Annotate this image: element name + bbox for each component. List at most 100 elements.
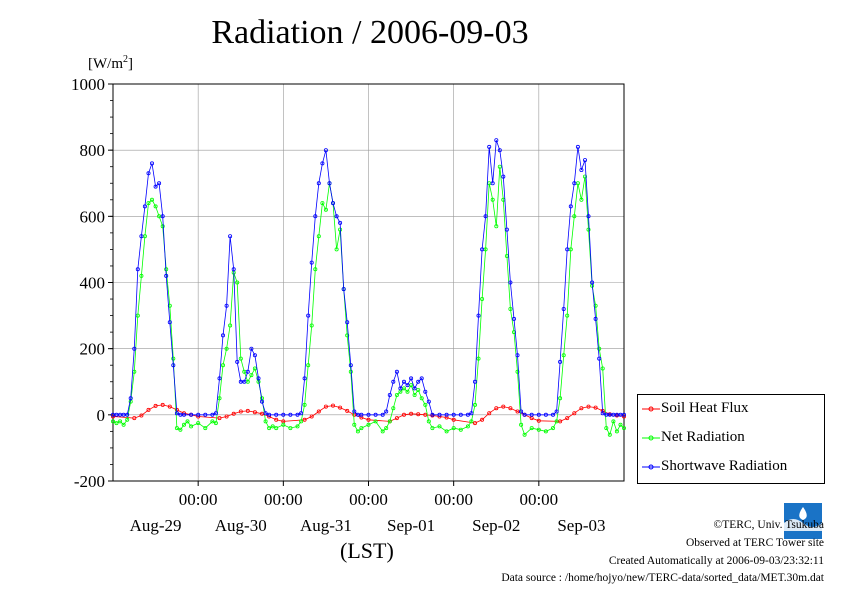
- data-point: [494, 224, 499, 229]
- data-point: [164, 273, 169, 278]
- data-point: [366, 412, 371, 417]
- data-point: [501, 404, 506, 409]
- data-point: [338, 405, 343, 410]
- data-point: [181, 422, 186, 427]
- data-point: [480, 296, 485, 301]
- data-point: [543, 429, 548, 434]
- data-point: [316, 234, 321, 239]
- legend-item-shortwave-radiation: Shortwave Radiation: [638, 457, 824, 479]
- y-tick-label: 400: [80, 274, 106, 293]
- data-point: [302, 417, 307, 422]
- data-point: [295, 424, 300, 429]
- data-point: [536, 418, 541, 423]
- data-point: [522, 412, 527, 417]
- data-point: [373, 412, 378, 417]
- data-point: [444, 412, 449, 417]
- y-tick-label: 200: [80, 340, 106, 359]
- data-point: [320, 161, 325, 166]
- data-point: [139, 273, 144, 278]
- data-point: [196, 412, 201, 417]
- x-day-label: Aug-30: [215, 516, 267, 535]
- data-point: [111, 419, 116, 424]
- data-point: [174, 411, 179, 416]
- data-point: [323, 404, 328, 409]
- data-point: [458, 412, 463, 417]
- legend-label-soil-heat-flux: Soil Heat Flux: [661, 400, 749, 416]
- data-point: [334, 214, 339, 219]
- data-point: [504, 227, 509, 232]
- legend-swatch-net-radiation: [642, 435, 660, 441]
- data-point: [512, 316, 517, 321]
- data-point: [171, 363, 176, 368]
- x-day-label: Sep-02: [472, 516, 520, 535]
- credit-source: Data source : /home/hojyo/new/TERC-data/…: [501, 572, 824, 584]
- data-point: [572, 411, 577, 416]
- data-point: [185, 419, 190, 424]
- data-point: [160, 402, 165, 407]
- data-point: [302, 376, 307, 381]
- data-point: [423, 402, 428, 407]
- data-point: [508, 406, 513, 411]
- data-point: [288, 426, 293, 431]
- x-tick-label: 00:00: [179, 490, 218, 509]
- data-point: [323, 148, 328, 153]
- data-point: [217, 396, 222, 401]
- data-point: [259, 411, 264, 416]
- data-point: [281, 412, 286, 417]
- data-point: [515, 369, 520, 374]
- data-point: [561, 353, 566, 358]
- data-point: [572, 181, 577, 186]
- data-point: [444, 415, 449, 420]
- data-point: [299, 411, 304, 416]
- data-point: [472, 379, 477, 384]
- data-point: [167, 320, 172, 325]
- data-point: [611, 419, 616, 424]
- data-point: [228, 323, 233, 328]
- data-point: [213, 421, 218, 426]
- data-point: [263, 411, 268, 416]
- data-point: [309, 414, 314, 419]
- data-point: [618, 422, 623, 427]
- data-point: [583, 174, 588, 179]
- data-point: [196, 421, 201, 426]
- data-point: [352, 422, 357, 427]
- data-point: [309, 260, 314, 265]
- data-point: [401, 412, 406, 417]
- data-point: [259, 399, 264, 404]
- data-point: [401, 379, 406, 384]
- data-point: [323, 207, 328, 212]
- data-point: [316, 409, 321, 414]
- data-point: [153, 184, 158, 189]
- legend-label-net-radiation: Net Radiation: [661, 429, 745, 445]
- data-point: [178, 412, 183, 417]
- data-point: [391, 379, 396, 384]
- data-point: [121, 422, 126, 427]
- y-tick-label: 800: [80, 141, 106, 160]
- data-point: [515, 353, 520, 358]
- data-point: [423, 389, 428, 394]
- data-point: [554, 409, 559, 414]
- data-point: [160, 224, 165, 229]
- x-axis-label: (LST): [340, 538, 394, 563]
- credit-created: Created Automatically at 2006-09-03/23:3…: [608, 555, 824, 567]
- series-line: [112, 166, 625, 436]
- data-point: [160, 214, 165, 219]
- data-point: [561, 306, 566, 311]
- data-point: [132, 416, 137, 421]
- data-point: [575, 144, 580, 149]
- data-point: [320, 201, 325, 206]
- x-tick-label: 00:00: [519, 490, 558, 509]
- data-point: [245, 369, 250, 374]
- data-point: [366, 422, 371, 427]
- data-point: [118, 419, 123, 424]
- data-point: [519, 422, 524, 427]
- data-point: [586, 227, 591, 232]
- data-point: [451, 412, 456, 417]
- terc-logo: [784, 503, 822, 539]
- data-point: [380, 412, 385, 417]
- data-point: [405, 389, 410, 394]
- data-point: [128, 396, 133, 401]
- data-point: [416, 412, 421, 417]
- data-point: [529, 412, 534, 417]
- credit-site: Observed at TERC Tower site: [685, 537, 824, 549]
